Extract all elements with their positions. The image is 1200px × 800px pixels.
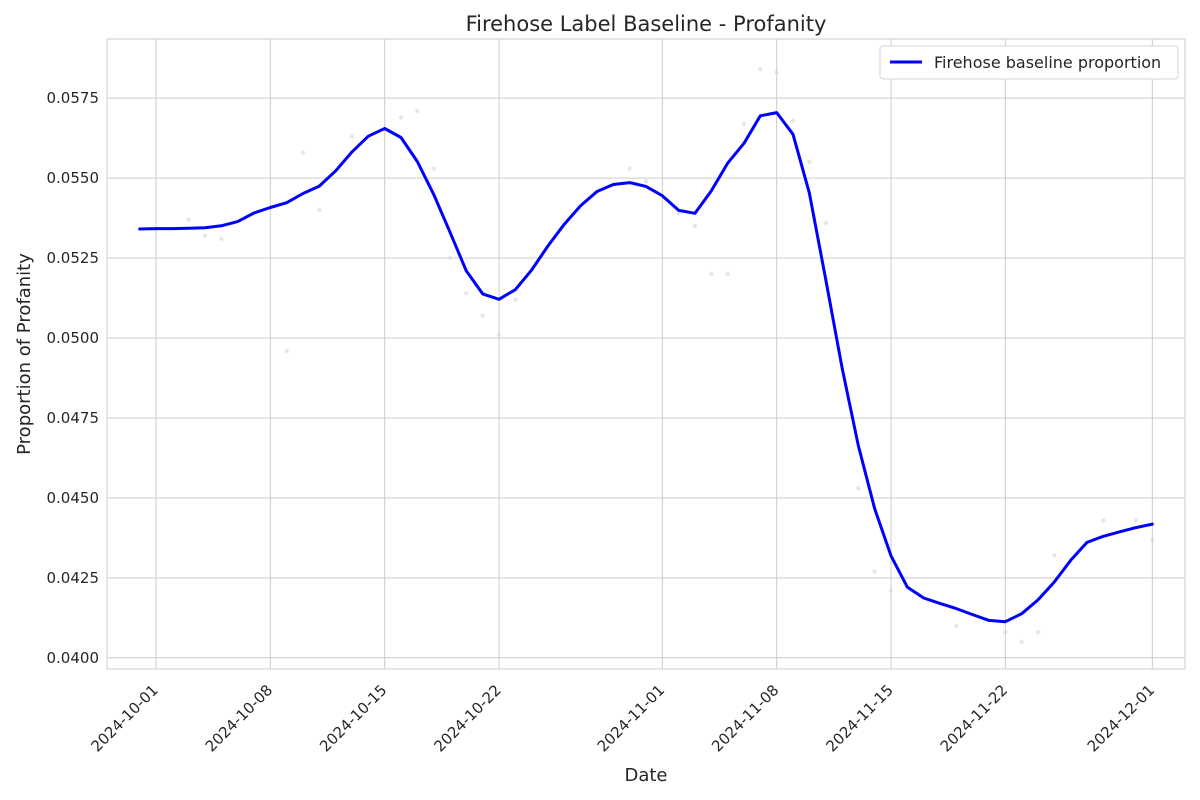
scatter-point xyxy=(202,233,208,238)
y-tick-label: 0.0425 xyxy=(47,569,100,587)
y-tick-label: 0.0575 xyxy=(47,89,100,107)
scatter-point xyxy=(709,271,714,277)
legend-box xyxy=(879,45,1179,80)
x-axis-title: Date xyxy=(624,765,667,786)
y-tick-label: 0.0475 xyxy=(47,409,100,427)
scatter-point xyxy=(741,121,747,126)
scatter-point xyxy=(464,291,469,296)
scatter-point xyxy=(1019,639,1024,645)
scatter-point xyxy=(774,70,779,75)
scatter-point xyxy=(872,569,877,574)
scatter-point xyxy=(513,297,518,302)
scatter-point xyxy=(349,134,355,139)
y-tick-label: 0.0525 xyxy=(47,249,100,267)
scatter-point xyxy=(1150,537,1155,542)
y-tick-label: 0.0400 xyxy=(47,649,100,667)
scatter-point xyxy=(676,211,681,216)
scatter-point xyxy=(1003,630,1008,635)
y-axis-title: Proportion of Profanity xyxy=(14,253,35,455)
scatter-point xyxy=(856,486,861,491)
scatter-point xyxy=(496,332,502,338)
scatter-point xyxy=(186,217,191,222)
scatter-point xyxy=(758,67,763,72)
scatter-point xyxy=(219,236,224,242)
scatter-point xyxy=(954,623,959,629)
scatter-point xyxy=(807,159,812,165)
series-line-firehose-baseline xyxy=(138,111,1154,624)
scatter-point xyxy=(317,207,322,213)
scatter-point xyxy=(692,223,698,229)
scatter-points xyxy=(153,67,1155,645)
scatter-point xyxy=(447,255,453,261)
scatter-point xyxy=(415,108,420,114)
scatter-point xyxy=(790,118,796,123)
scatter-point xyxy=(300,150,306,155)
scatter-point xyxy=(284,348,289,354)
legend-label: Firehose baseline proportion xyxy=(934,53,1161,72)
scatter-point xyxy=(398,115,404,120)
grid xyxy=(107,39,1185,669)
scatter-point xyxy=(1133,518,1139,523)
scatter-point xyxy=(725,271,730,277)
scatter-point xyxy=(1052,553,1057,558)
y-tick-label: 0.0550 xyxy=(47,169,100,187)
scatter-point xyxy=(823,220,828,226)
scatter-point xyxy=(431,166,436,171)
scatter-point xyxy=(1035,630,1041,635)
scatter-point xyxy=(888,588,894,593)
scatter-point xyxy=(643,179,649,184)
scatter-point xyxy=(1101,518,1106,523)
y-tick-label: 0.0500 xyxy=(47,329,100,347)
scatter-point xyxy=(627,166,632,171)
legend: Firehose baseline proportion xyxy=(879,45,1179,80)
y-tick-label: 0.0450 xyxy=(47,489,100,507)
chart-title: Firehose Label Baseline - Profanity xyxy=(466,12,827,36)
scatter-point xyxy=(480,313,485,318)
plot-area-frame xyxy=(106,38,1186,670)
